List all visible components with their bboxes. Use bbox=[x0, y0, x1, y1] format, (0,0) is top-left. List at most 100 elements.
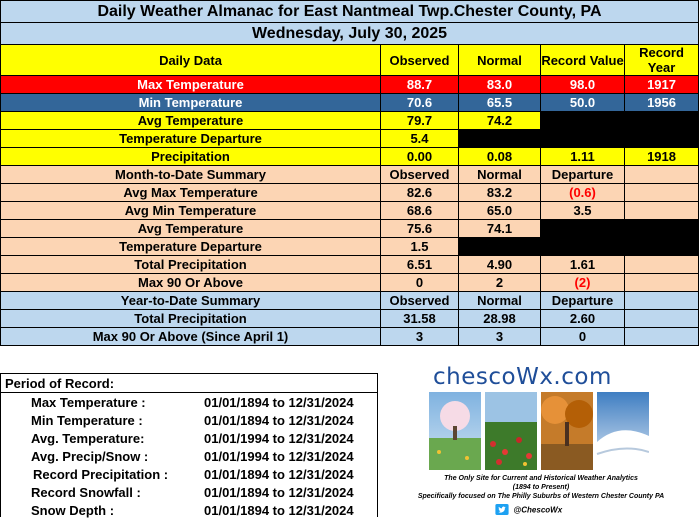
row-mtd-precip: Total Precipitation 6.51 4.90 1.61 bbox=[0, 255, 699, 274]
header-daily-data: Daily Data bbox=[0, 44, 381, 76]
empty-cell bbox=[623, 129, 699, 148]
observed: 3 bbox=[380, 327, 459, 346]
twitter-handle-block: @ChescoWx bbox=[495, 501, 562, 519]
row-mtd-avg-min: Avg Min Temperature 68.6 65.0 3.5 bbox=[0, 201, 699, 220]
logo-tagline: The Only Site for Current and Historical… bbox=[444, 475, 638, 482]
label: Temperature Departure bbox=[0, 237, 381, 256]
spring-tile bbox=[429, 392, 481, 470]
winter-tile bbox=[596, 392, 649, 470]
row-mtd-avg-max: Avg Max Temperature 82.6 83.2 (0.6) bbox=[0, 183, 699, 202]
label: Avg Temperature bbox=[0, 111, 381, 130]
normal: 2 bbox=[458, 273, 541, 292]
por-label: Record Precipitation : bbox=[33, 467, 169, 482]
empty-cell bbox=[458, 237, 541, 256]
label: Precipitation bbox=[0, 147, 381, 166]
empty-cell bbox=[540, 129, 625, 148]
observed: 5.4 bbox=[380, 129, 459, 148]
row-min-temperature: Min Temperature 70.6 65.5 50.0 1956 bbox=[0, 93, 699, 112]
observed: 0 bbox=[380, 273, 459, 292]
empty-cell bbox=[540, 111, 625, 130]
record-value: 98.0 bbox=[540, 75, 625, 94]
header-record-year: Record Year bbox=[623, 44, 699, 76]
chescowx-logo: chescoWx.com bbox=[383, 360, 699, 517]
por-range: 01/01/1894 to 12/31/2024 bbox=[204, 413, 354, 428]
ytd-departure-header: Departure bbox=[540, 291, 625, 310]
header-record-value: Record Value bbox=[540, 44, 625, 76]
ytd-header-row: Year-to-Date Summary Observed Normal Dep… bbox=[0, 291, 699, 310]
label: Avg Min Temperature bbox=[0, 201, 381, 220]
por-label: Snow Depth : bbox=[31, 503, 115, 518]
label: Temperature Departure bbox=[0, 129, 381, 148]
divider bbox=[1, 392, 377, 393]
header-observed: Observed bbox=[380, 44, 459, 76]
empty-cell bbox=[623, 165, 699, 184]
almanac-table: Daily Weather Almanac for East Nantmeal … bbox=[0, 0, 699, 346]
por-range: 01/01/1894 to 12/31/2024 bbox=[204, 503, 354, 518]
normal: 83.0 bbox=[458, 75, 541, 94]
ytd-observed-header: Observed bbox=[380, 291, 459, 310]
observed: 88.7 bbox=[380, 75, 459, 94]
normal: 65.5 bbox=[458, 93, 541, 112]
record-year: 1956 bbox=[623, 93, 699, 112]
por-label: Min Temperature : bbox=[31, 413, 143, 428]
label: Total Precipitation bbox=[0, 255, 381, 274]
mtd-header: Month-to-Date Summary bbox=[0, 165, 381, 184]
label: Max 90 Or Above bbox=[0, 273, 381, 292]
row-max-temperature: Max Temperature 88.7 83.0 98.0 1917 bbox=[0, 75, 699, 94]
record-year: 1917 bbox=[623, 75, 699, 94]
por-label: Avg. Precip/Snow : bbox=[31, 449, 149, 464]
row-mtd-max90: Max 90 Or Above 0 2 (2) bbox=[0, 273, 699, 292]
twitter-bird-icon bbox=[495, 504, 509, 516]
row-ytd-precip: Total Precipitation 31.58 28.98 2.60 bbox=[0, 309, 699, 328]
por-range: 01/01/1894 to 12/31/2024 bbox=[204, 395, 354, 410]
empty-cell bbox=[623, 111, 699, 130]
por-range: 01/01/1894 to 12/31/2024 bbox=[204, 485, 354, 500]
almanac-title: Daily Weather Almanac for East Nantmeal … bbox=[0, 0, 699, 23]
departure: (2) bbox=[540, 273, 625, 292]
label: Max Temperature bbox=[0, 75, 381, 94]
label: Total Precipitation bbox=[0, 309, 381, 328]
departure: 2.60 bbox=[540, 309, 625, 328]
normal: 3 bbox=[458, 327, 541, 346]
seasons-photo-tiles bbox=[429, 392, 649, 470]
empty-cell bbox=[623, 273, 699, 292]
mtd-departure-header: Departure bbox=[540, 165, 625, 184]
observed: 6.51 bbox=[380, 255, 459, 274]
observed: 68.6 bbox=[380, 201, 459, 220]
empty-cell bbox=[623, 327, 699, 346]
label: Avg Max Temperature bbox=[0, 183, 381, 202]
label: Min Temperature bbox=[0, 93, 381, 112]
row-mtd-avg: Avg Temperature 75.6 74.1 bbox=[0, 219, 699, 238]
empty-cell bbox=[540, 219, 625, 238]
empty-cell bbox=[623, 183, 699, 202]
logo-years: (1894 to Present) bbox=[512, 484, 570, 491]
empty-cell bbox=[623, 219, 699, 238]
observed: 70.6 bbox=[380, 93, 459, 112]
normal: 83.2 bbox=[458, 183, 541, 202]
por-label: Record Snowfall : bbox=[31, 485, 141, 500]
label: Avg Temperature bbox=[0, 219, 381, 238]
row-temperature-departure: Temperature Departure 5.4 bbox=[0, 129, 699, 148]
label: Max 90 Or Above (Since April 1) bbox=[0, 327, 381, 346]
empty-cell bbox=[458, 129, 541, 148]
por-label: Max Temperature : bbox=[31, 395, 146, 410]
normal: 74.1 bbox=[458, 219, 541, 238]
empty-cell bbox=[623, 255, 699, 274]
normal: 28.98 bbox=[458, 309, 541, 328]
logo-focus: Specifically focused on The Philly Subur… bbox=[417, 493, 665, 500]
autumn-tile bbox=[541, 392, 593, 470]
normal: 74.2 bbox=[458, 111, 541, 130]
record-value: 50.0 bbox=[540, 93, 625, 112]
observed: 82.6 bbox=[380, 183, 459, 202]
mtd-observed-header: Observed bbox=[380, 165, 459, 184]
normal: 65.0 bbox=[458, 201, 541, 220]
row-mtd-departure: Temperature Departure 1.5 bbox=[0, 237, 699, 256]
por-range: 01/01/1994 to 12/31/2024 bbox=[204, 449, 354, 464]
por-range: 01/01/1894 to 12/31/2024 bbox=[204, 467, 354, 482]
ytd-normal-header: Normal bbox=[458, 291, 541, 310]
twitter-handle: @ChescoWx bbox=[513, 505, 563, 515]
observed: 1.5 bbox=[380, 237, 459, 256]
empty-cell bbox=[623, 201, 699, 220]
departure: 1.61 bbox=[540, 255, 625, 274]
empty-cell bbox=[623, 291, 699, 310]
